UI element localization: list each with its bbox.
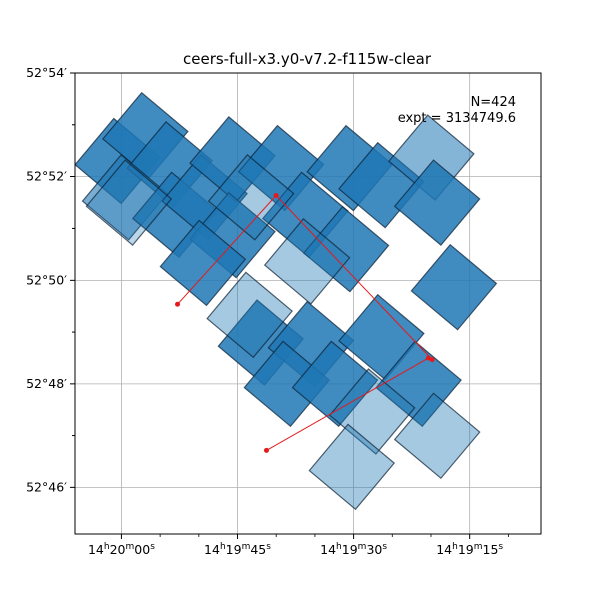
annotation-count: N=424 xyxy=(471,95,516,110)
footprints xyxy=(75,91,498,511)
y-tick-label: 52°52′ xyxy=(26,169,67,184)
footprint xyxy=(159,219,247,307)
x-tick-label: 14h19m15s xyxy=(436,542,503,557)
footprint xyxy=(206,271,293,359)
footprint xyxy=(375,340,462,428)
y-axis: 52°54′ 52°52′ 52°50′ 52°48′ 52°46′ xyxy=(26,65,75,494)
y-tick-label: 52°48′ xyxy=(26,376,67,391)
pointing-lines xyxy=(175,192,435,453)
x-tick-label: 14h20m00s xyxy=(88,542,155,557)
footprint xyxy=(328,368,416,455)
y-tick-label: 52°46′ xyxy=(26,479,67,494)
pointing-point xyxy=(263,447,269,453)
footprint xyxy=(410,243,498,331)
footprint xyxy=(393,159,481,246)
y-tick-label: 52°54′ xyxy=(26,65,67,80)
footprint xyxy=(291,340,379,428)
footprint xyxy=(207,154,295,241)
x-tick-label: 14h19m30s xyxy=(320,542,387,557)
pointing-line xyxy=(266,357,429,451)
footprint xyxy=(85,159,173,246)
y-tick-label: 52°50′ xyxy=(26,272,67,287)
annotation-exptime: expt = 3134749.6 xyxy=(398,111,516,126)
pointing-point xyxy=(175,301,181,307)
pointing-point xyxy=(425,355,431,361)
axes-frame xyxy=(74,72,542,535)
footprint xyxy=(393,392,481,480)
footprint xyxy=(308,423,396,511)
x-tick-label: 14h19m45s xyxy=(204,542,271,557)
x-axis: 14h20m00s 14h19m45s 14h19m30s 14h19m15s xyxy=(88,534,509,557)
chart-title: ceers-full-x3.y0-v7.2-f115w-clear xyxy=(183,50,432,68)
footprint xyxy=(263,218,351,305)
pointing-point xyxy=(273,192,279,198)
footprint xyxy=(302,205,390,293)
